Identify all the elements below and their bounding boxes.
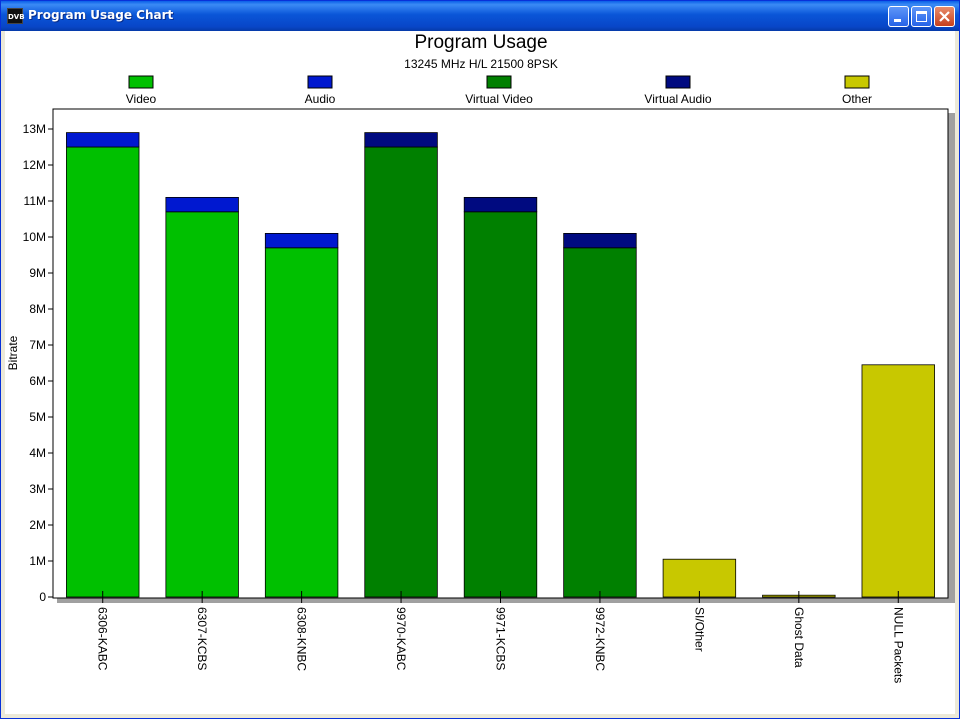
bar-segment bbox=[165, 211, 239, 598]
y-tick-label: 1M bbox=[29, 554, 46, 568]
close-icon bbox=[939, 11, 950, 22]
x-axis: 6306-KABC 6307-KCBS 6308-KNBC 9970-KABC 9971… bbox=[96, 591, 905, 683]
y-tick-label: 12M bbox=[23, 158, 46, 172]
bar-segment bbox=[463, 211, 538, 598]
chart-title: Program Usage bbox=[414, 32, 547, 53]
y-tick-label: 3M bbox=[29, 482, 46, 496]
chart-area: Program Usage 13245 MHz H/L 21500 8PSK V… bbox=[5, 31, 955, 714]
legend-swatch bbox=[128, 75, 154, 89]
minimize-icon bbox=[894, 19, 901, 22]
y-axis-label: Bitrate bbox=[6, 335, 20, 370]
x-tick-label: SI/Other bbox=[692, 607, 706, 652]
maximize-button[interactable] bbox=[911, 6, 932, 27]
maximize-icon bbox=[916, 11, 927, 22]
x-tick-label: 9970-KABC bbox=[394, 607, 408, 671]
y-tick-label: 10M bbox=[23, 230, 46, 244]
x-tick-label: 6308-KNBC bbox=[295, 607, 309, 671]
y-tick-label: 4M bbox=[29, 446, 46, 460]
legend-swatch bbox=[844, 75, 870, 89]
bar-segment bbox=[364, 146, 438, 598]
y-tick-label: 8M bbox=[29, 302, 46, 316]
y-tick-label: 6M bbox=[29, 374, 46, 388]
y-tick-label: 7M bbox=[29, 338, 46, 352]
bar-segment bbox=[66, 132, 140, 148]
bar-segment bbox=[463, 196, 538, 213]
close-button[interactable] bbox=[934, 6, 955, 27]
x-tick-label: Ghost Data bbox=[792, 607, 806, 668]
program-usage-chart: Program Usage 13245 MHz H/L 21500 8PSK V… bbox=[6, 32, 955, 683]
bar-segment bbox=[364, 132, 438, 148]
bars bbox=[66, 132, 935, 598]
legend-label: Video bbox=[126, 92, 157, 106]
bar-segment bbox=[563, 247, 637, 598]
y-axis: 0 1M 2M 3M 4M 5M 6M 7M 8M 9M 10M 11M 12M 13M bbox=[23, 122, 53, 604]
y-tick-label: 2M bbox=[29, 518, 46, 532]
bar-segment bbox=[165, 196, 239, 213]
y-tick-label: 13M bbox=[23, 122, 46, 136]
x-tick-label: NULL Packets bbox=[891, 607, 905, 683]
y-tick-label: 5M bbox=[29, 410, 46, 424]
bar-segment bbox=[66, 146, 140, 598]
bar-segment bbox=[264, 247, 339, 598]
x-tick-label: 6306-KABC bbox=[96, 607, 110, 671]
bar-segment bbox=[662, 558, 737, 598]
y-tick-label: 9M bbox=[29, 266, 46, 280]
minimize-button[interactable] bbox=[888, 6, 909, 27]
bar-segment bbox=[861, 364, 935, 598]
legend-label: Virtual Audio bbox=[644, 92, 711, 106]
bar-segment bbox=[264, 232, 339, 249]
legend-swatch bbox=[486, 75, 512, 89]
legend-label: Other bbox=[842, 92, 872, 106]
legend: Video Audio Virtual Video Virtual Audio Othe… bbox=[126, 75, 872, 106]
x-tick-label: 6307-KCBS bbox=[195, 607, 209, 670]
legend-label: Virtual Video bbox=[465, 92, 533, 106]
title-bar[interactable]: DVB Program Usage Chart bbox=[1, 1, 959, 31]
x-tick-label: 9972-KNBC bbox=[593, 607, 607, 671]
y-tick-label: 11M bbox=[24, 194, 46, 208]
dvb-app-icon: DVB bbox=[7, 8, 25, 24]
y-tick-label: 0 bbox=[39, 590, 46, 604]
legend-swatch bbox=[665, 75, 691, 89]
chart-subtitle: 13245 MHz H/L 21500 8PSK bbox=[404, 57, 558, 71]
legend-swatch bbox=[307, 75, 333, 89]
bar-segment bbox=[563, 232, 637, 249]
window-title: Program Usage Chart bbox=[28, 8, 174, 22]
legend-label: Audio bbox=[305, 92, 336, 106]
x-tick-label: 9971-KCBS bbox=[494, 607, 508, 670]
